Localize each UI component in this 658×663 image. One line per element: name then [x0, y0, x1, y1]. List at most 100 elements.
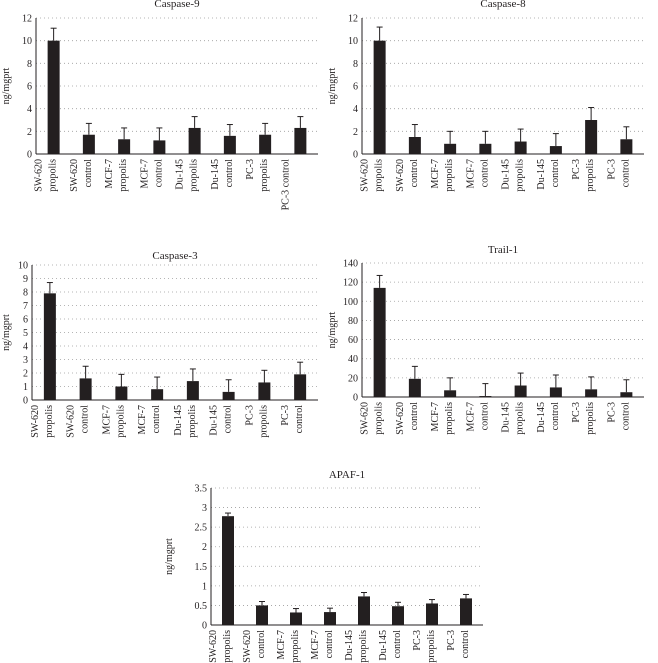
x-tick-label: SW-620: [69, 159, 80, 192]
error-bar: [82, 365, 89, 379]
chart-title: APAF-1: [329, 469, 365, 481]
bar: [408, 137, 421, 154]
x-tick-label: MCF-7: [465, 402, 476, 431]
error-bar: [395, 601, 401, 607]
x-tick-label: MCF-7: [276, 630, 287, 659]
x-tick-label: control: [550, 402, 561, 431]
error-bar: [517, 372, 524, 386]
bar: [620, 139, 633, 154]
bar: [620, 392, 633, 397]
chart-title: Trail-1: [488, 244, 518, 256]
x-tick-label: propolis: [187, 405, 198, 438]
error-bar: [156, 127, 163, 141]
bar: [408, 378, 421, 397]
x-tick-label: PC-3: [412, 630, 423, 651]
y-tick-label: 2: [353, 127, 358, 138]
error-bar: [297, 116, 304, 128]
y-tick-label: 120: [343, 278, 358, 289]
y-tick-label: 0: [353, 393, 358, 404]
x-tick-label: Du-145: [210, 159, 221, 190]
chart-caspase-9: Caspase-9 ng/mgprt 0 2 4 6 8 10 12 SW-620 propolis…: [0, 0, 330, 222]
y-tick-label: 0: [353, 150, 358, 161]
x-tick-label: Du-145: [501, 159, 512, 190]
error-bar: [261, 369, 268, 383]
x-tick-label: propolis: [258, 405, 269, 438]
y-tick-label: 80: [348, 316, 358, 327]
error-bar: [225, 379, 232, 392]
y-tick-label: 5: [23, 328, 28, 339]
x-tick-label: control: [479, 159, 490, 188]
x-tick-label: control: [620, 159, 631, 188]
x-tick-label: control: [256, 630, 267, 659]
error-bar: [588, 376, 595, 390]
y-tick-label: 100: [343, 297, 358, 308]
error-bar: [121, 127, 128, 140]
x-tick-label: Du-145: [209, 405, 220, 436]
y-tick-label: 6: [27, 82, 32, 93]
x-tick-label: control: [550, 159, 561, 188]
y-tick-label: 1.5: [195, 562, 208, 573]
y-tick-label: 3: [202, 503, 207, 514]
bar: [479, 143, 492, 154]
y-tick-label: 10: [22, 36, 32, 47]
x-tick-label: propolis: [115, 405, 126, 438]
x-tick-label: propolis: [515, 159, 526, 192]
bar: [118, 139, 131, 154]
y-tick-label: 2: [27, 127, 32, 138]
bar: [294, 374, 307, 400]
y-axis-label: ng/mgprt: [164, 538, 175, 575]
x-tick-label: MCF-7: [430, 402, 441, 431]
y-axis-label: ng/mgprt: [327, 311, 338, 348]
x-tick-label: SW-620: [395, 402, 406, 435]
x-tick-label: Du-145: [536, 402, 547, 433]
error-bar: [226, 124, 233, 136]
x-tick-label: control: [409, 402, 420, 431]
x-tick-label: propolis: [444, 159, 455, 192]
x-tick-label: propolis: [585, 402, 596, 435]
x-tick-label: PC-3: [280, 405, 291, 426]
y-tick-label: 1: [23, 382, 28, 393]
error-bar: [376, 26, 383, 41]
x-tick-label: propolis: [358, 630, 369, 663]
error-bar: [429, 599, 435, 604]
x-tick-label: PC-3: [245, 159, 256, 180]
chart-caspase-3: Caspase-3 ng/mgprt 0 1 2 3 4 5 6 7 8 9 10 SW-620 propo…: [0, 243, 330, 453]
y-tick-label: 0: [202, 621, 207, 632]
y-tick-label: 6: [353, 82, 358, 93]
x-tick-label: propolis: [515, 402, 526, 435]
error-bar: [482, 383, 489, 397]
y-tick-label: 8: [353, 59, 358, 70]
bar: [392, 606, 404, 625]
bar: [186, 381, 199, 400]
error-bar: [361, 592, 367, 597]
bar: [259, 134, 272, 154]
x-tick-label: propolis: [374, 402, 385, 435]
x-tick-label: SW-620: [208, 630, 219, 663]
x-tick-label: control: [223, 405, 234, 434]
error-bar: [46, 282, 53, 294]
x-tick-label: PC-3: [571, 159, 582, 180]
y-tick-label: 2: [23, 369, 28, 380]
x-tick-label: MCF-7: [310, 630, 321, 659]
bar: [514, 141, 527, 154]
y-tick-label: 8: [23, 288, 28, 299]
x-tick-label: SW-620: [66, 405, 77, 438]
x-tick-label: control: [294, 405, 305, 434]
bar: [373, 40, 386, 154]
bar: [585, 389, 598, 397]
x-tick-label: propolis: [585, 159, 596, 192]
x-tick-label: control: [620, 402, 631, 431]
bar: [460, 598, 472, 625]
x-tick-label: control: [409, 159, 420, 188]
bar: [222, 391, 235, 400]
bar: [479, 396, 492, 397]
x-tick-label: propolis: [444, 402, 455, 435]
x-tick-label: PC-3: [606, 402, 617, 423]
error-bar: [118, 373, 125, 387]
x-tick-label: propolis: [290, 630, 301, 663]
